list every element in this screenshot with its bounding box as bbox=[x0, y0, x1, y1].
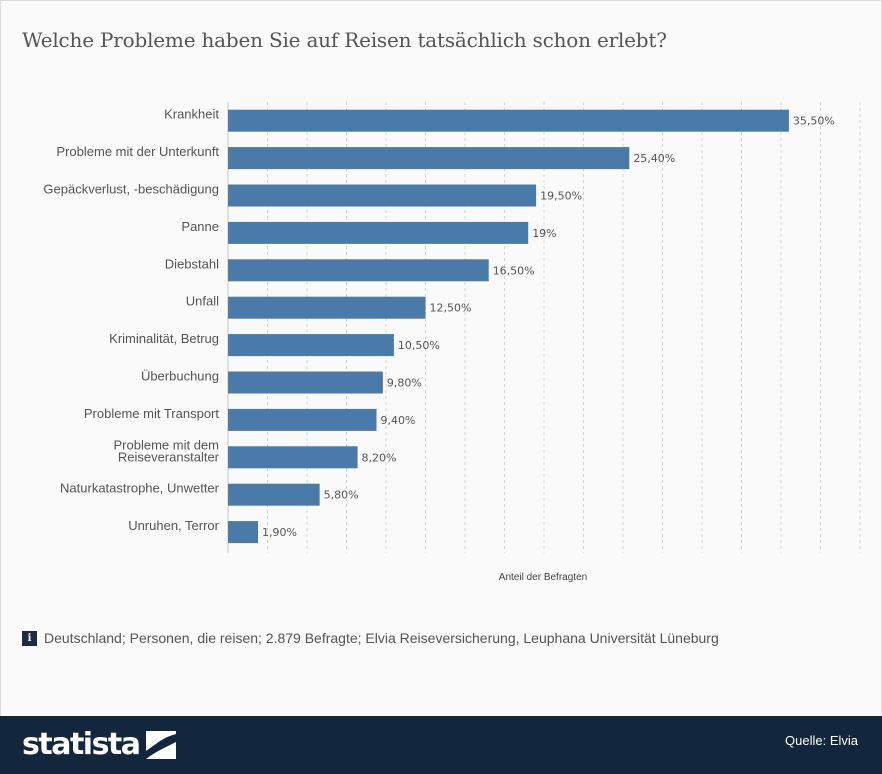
bar-6 bbox=[228, 296, 426, 319]
info-icon[interactable]: i bbox=[22, 630, 37, 646]
bar-12 bbox=[228, 521, 259, 544]
value-label: 19,50% bbox=[540, 190, 582, 203]
bar-1 bbox=[228, 109, 789, 132]
category-label: Unfall bbox=[186, 294, 219, 309]
brand-name: statista bbox=[22, 727, 141, 762]
category-label: Unruhen, Terror bbox=[128, 518, 219, 533]
value-label: 25,40% bbox=[633, 152, 675, 165]
category-label: Diebstahl bbox=[165, 256, 219, 271]
category-label: Probleme mit dem Reiseveranstalter bbox=[114, 437, 220, 464]
value-label: 16,50% bbox=[493, 264, 535, 277]
bar-4 bbox=[228, 221, 529, 244]
bar-5 bbox=[228, 259, 489, 282]
value-label: 19% bbox=[532, 227, 556, 240]
value-label: 1,90% bbox=[262, 526, 297, 539]
category-label: Krankheit bbox=[164, 107, 219, 122]
x-axis-title: Anteil der Befragten bbox=[499, 572, 587, 583]
category-label: Probleme mit Transport bbox=[84, 406, 219, 421]
category-label: Probleme mit der Unterkunft bbox=[56, 144, 219, 159]
statista-logo[interactable]: statista bbox=[22, 727, 176, 762]
value-label: 8,20% bbox=[362, 451, 397, 464]
bar-9 bbox=[228, 408, 377, 431]
bar-2 bbox=[228, 147, 630, 170]
bar-11 bbox=[228, 483, 320, 506]
bar-3 bbox=[228, 184, 537, 207]
bar-10 bbox=[228, 446, 358, 469]
category-label: Kriminalität, Betrug bbox=[109, 331, 219, 346]
footer-bar: statista Quelle: Elvia bbox=[0, 716, 882, 774]
bar-chart: Krankheit 35,50% Probleme mit der Unterkun… bbox=[43, 102, 861, 583]
category-label: Gepäckverlust, -beschädigung bbox=[43, 182, 219, 197]
source-note: i Deutschland; Personen, die reisen; 2.8… bbox=[22, 630, 719, 646]
note-text: Deutschland; Personen, die reisen; 2.879… bbox=[44, 630, 719, 646]
value-label: 5,80% bbox=[324, 489, 359, 502]
chart-title: Welche Probleme haben Sie auf Reisen tat… bbox=[22, 28, 667, 52]
bar-7 bbox=[228, 334, 394, 357]
category-label: Naturkatastrophe, Unwetter bbox=[60, 481, 220, 496]
source-label: Quelle: Elvia bbox=[785, 733, 858, 748]
value-label: 9,40% bbox=[381, 414, 416, 427]
value-label: 10,50% bbox=[398, 339, 440, 352]
value-label: 12,50% bbox=[430, 302, 472, 315]
category-label: Überbuchung bbox=[141, 369, 219, 384]
bar-8 bbox=[228, 371, 383, 394]
value-label: 35,50% bbox=[793, 115, 835, 128]
value-label: 9,80% bbox=[387, 377, 422, 390]
statista-mark-icon bbox=[145, 730, 176, 759]
category-label: Panne bbox=[181, 219, 219, 234]
